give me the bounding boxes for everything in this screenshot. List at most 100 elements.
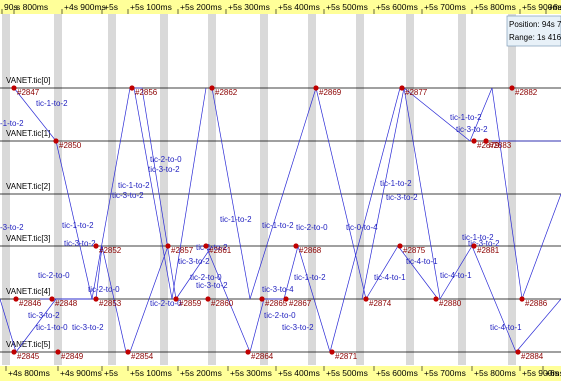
event-marker[interactable] [173,296,179,302]
top-tick-label: +5s 600ms [376,2,418,12]
message-label: -1-to-2 [0,119,24,128]
event-marker[interactable] [129,85,135,91]
event-marker[interactable] [11,85,17,91]
event-marker[interactable] [205,296,211,302]
event-marker[interactable] [313,85,319,91]
event-marker[interactable] [245,349,251,355]
message-arrow[interactable] [329,87,401,353]
message-arrow[interactable] [171,87,207,300]
bottom-tick-label: +5s [104,368,118,378]
event-marker[interactable] [471,138,477,144]
message-arrow[interactable] [469,87,493,142]
event-marker[interactable] [329,349,335,355]
message-arrow[interactable] [515,298,561,353]
top-tick-label: +5s 400ms [278,2,320,12]
message-arrow[interactable] [361,87,405,300]
event-marker[interactable] [515,349,521,355]
event-marker[interactable] [509,85,515,91]
message-arrow[interactable] [15,298,57,353]
event-label: #2852 [99,246,122,255]
event-marker[interactable] [125,349,131,355]
message-arrow[interactable] [521,193,561,300]
message-label: tic-2-to-0 [150,155,182,164]
position-readout: Position: 94s 784ms [509,20,561,29]
event-marker[interactable] [209,85,215,91]
message-arrow[interactable] [283,245,299,300]
message-arrow[interactable] [403,87,441,300]
message-arrow[interactable] [491,87,523,300]
top-time-ruler[interactable] [0,0,561,14]
event-marker[interactable] [399,85,405,91]
top-tick-label: 90s [4,2,18,12]
event-marker[interactable] [93,296,99,302]
message-arrow[interactable] [13,87,57,142]
message-arrow[interactable] [101,245,127,353]
message-arrow[interactable] [205,245,251,353]
message-label: tic-3-to-2 [64,239,96,248]
message-arrow[interactable] [297,245,331,353]
event-marker[interactable] [363,296,369,302]
top-tick-label: +6s [548,2,561,12]
event-label: #2853 [99,299,122,308]
bottom-time-ruler[interactable] [0,366,561,381]
event-label: #2845 [17,352,40,361]
message-arrow[interactable] [439,245,473,300]
event-marker[interactable] [293,243,299,249]
event-marker[interactable] [483,138,489,144]
bottom-tick-label: +5s 700ms [424,368,466,378]
time-band [260,14,268,365]
message-arrow[interactable] [175,245,213,300]
message-arrow[interactable] [315,87,367,300]
message-arrow[interactable] [397,245,439,300]
event-marker[interactable] [203,243,209,249]
message-label: tic-3-to-2 [72,323,104,332]
top-tick-label: s 800ms [16,2,48,12]
message-arrow[interactable] [133,87,173,300]
event-marker[interactable] [519,296,525,302]
message-label: tic-1-to-2 [36,99,68,108]
message-label: tic-2-to-0 [296,223,328,232]
message-arrow[interactable] [403,87,471,142]
top-tick-label: +5s 800ms [474,2,516,12]
event-marker[interactable] [165,243,171,249]
event-label: #2864 [251,352,274,361]
event-marker[interactable] [11,349,17,355]
event-label: #2860 [211,299,234,308]
event-marker[interactable] [471,243,477,249]
message-label: tic-3-to-4 [262,285,294,294]
event-marker[interactable] [283,296,289,302]
event-marker[interactable] [55,349,61,355]
event-marker[interactable] [13,296,19,302]
message-arrow[interactable] [365,245,399,300]
event-marker[interactable] [93,243,99,249]
event-label: #2877 [405,88,428,97]
event-marker[interactable] [53,138,59,144]
message-label: tic-1-to-2 [294,273,326,282]
message-label: -3-to-2 [0,223,24,232]
message-arrow[interactable] [249,87,317,300]
lane-label: VANET.tic[2] [6,182,50,191]
lane-label: VANET.tic[0] [6,76,50,85]
message-arrow[interactable] [91,87,131,300]
message-label: tic-0-to-4 [346,223,378,232]
event-label: #2884 [521,352,544,361]
message-label: tic-2-to-0 [150,299,182,308]
message-arrow[interactable] [211,87,251,300]
event-marker[interactable] [397,243,403,249]
message-arrow[interactable] [95,245,103,300]
top-tick-label: +5s [104,2,118,12]
message-arrow[interactable] [249,298,265,353]
event-marker[interactable] [433,296,439,302]
event-marker[interactable] [259,296,265,302]
message-arrow[interactable] [55,140,93,300]
bottom-tick-label: +4s 800ms [8,368,50,378]
top-tick-label: +5s 500ms [326,2,368,12]
event-label: #2856 [135,88,158,97]
message-arrow[interactable] [141,87,177,300]
event-marker[interactable] [49,296,55,302]
message-arrow[interactable] [471,245,517,353]
top-tick-label: +4s 900ms [64,2,106,12]
message-arrow[interactable] [129,245,169,353]
message-arrow[interactable] [0,298,17,353]
